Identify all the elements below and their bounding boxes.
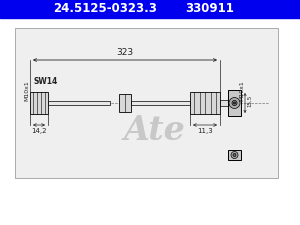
Text: 11,3: 11,3 <box>197 128 213 134</box>
Text: 14,2: 14,2 <box>31 128 47 134</box>
Bar <box>48 101 110 105</box>
Circle shape <box>233 102 236 104</box>
Text: M10x1: M10x1 <box>25 80 29 101</box>
Bar <box>131 101 190 105</box>
Circle shape <box>229 97 240 108</box>
Bar <box>220 100 228 106</box>
Bar <box>190 92 220 114</box>
Circle shape <box>231 151 238 158</box>
Text: M10x1: M10x1 <box>239 80 244 101</box>
Text: 24.5125-0323.3: 24.5125-0323.3 <box>53 2 157 16</box>
Bar <box>228 150 241 160</box>
Bar <box>228 90 241 116</box>
Text: SW14: SW14 <box>34 77 58 86</box>
Text: 323: 323 <box>116 48 134 57</box>
Bar <box>15 28 278 178</box>
Bar <box>0 0 300 18</box>
Bar <box>30 92 48 114</box>
Text: Ate: Ate <box>124 113 186 146</box>
Circle shape <box>232 101 237 106</box>
Circle shape <box>233 153 236 157</box>
Bar <box>119 94 131 112</box>
Text: 15,5: 15,5 <box>247 95 252 107</box>
Text: 330911: 330911 <box>186 2 234 16</box>
